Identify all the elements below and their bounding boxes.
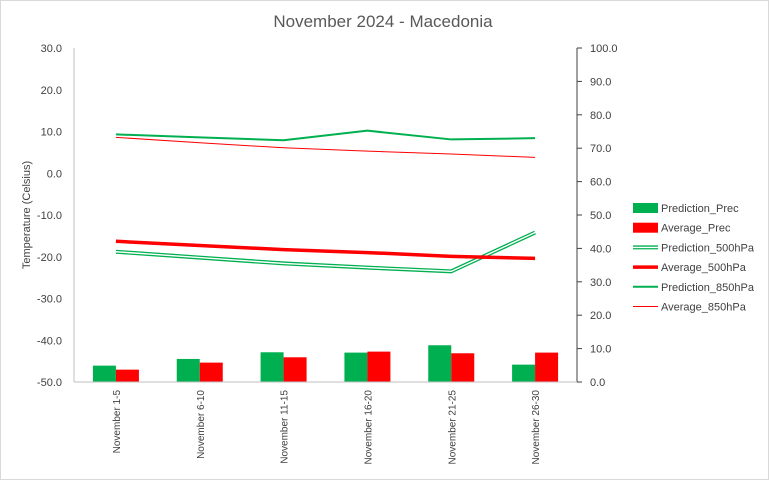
category-label: November 1-5 xyxy=(112,390,123,454)
series-line xyxy=(115,136,536,158)
y2-tick-label: 40.0 xyxy=(590,243,611,255)
category-label: November 26-30 xyxy=(531,390,542,465)
y2-tick-label: 0.0 xyxy=(590,377,605,389)
y-tick-label: 20.0 xyxy=(41,85,62,97)
y2-tick-label: 100.0 xyxy=(590,43,618,55)
bar xyxy=(92,365,116,382)
bar xyxy=(451,353,475,382)
bar xyxy=(367,351,391,382)
y-tick-label: -30.0 xyxy=(37,294,62,306)
y2-tick-label: 20.0 xyxy=(590,310,611,322)
y-tick-label: -20.0 xyxy=(37,252,62,264)
legend-label: Prediction_850hPa xyxy=(661,282,755,294)
y-tick-label: -40.0 xyxy=(37,335,62,347)
legend-label: Prediction_500hPa xyxy=(661,242,755,254)
y2-tick-label: 70.0 xyxy=(590,143,611,155)
legend-label: Prediction_Prec xyxy=(661,203,739,215)
y2-tick-label: 50.0 xyxy=(590,210,611,222)
y-tick-label: -50.0 xyxy=(37,377,62,389)
category-label: November 21-25 xyxy=(447,390,458,465)
series-line xyxy=(115,239,536,261)
bar xyxy=(512,364,536,382)
legend: Prediction_Prec Average_Prec Prediction_50… xyxy=(633,203,755,314)
bar xyxy=(428,345,452,382)
y2-tick-label: 30.0 xyxy=(590,277,611,289)
y-axis-ticks: -50.0 -40.0 -30.0 -20.0 -10.0 0.0 10.0 20.0 30.0 xyxy=(37,43,62,389)
bar xyxy=(115,369,139,382)
category-label: November 6-10 xyxy=(196,390,207,459)
y2-tick-label: 80.0 xyxy=(590,110,611,122)
y-tick-label: 30.0 xyxy=(41,43,62,55)
y-axis-title: Temperature (Celsius) xyxy=(21,161,33,269)
y2-tick-label: 10.0 xyxy=(590,344,611,356)
bar xyxy=(283,357,307,382)
bars xyxy=(92,345,559,382)
bar xyxy=(260,352,284,382)
legend-label: Average_500hPa xyxy=(661,262,747,274)
bar xyxy=(344,352,368,382)
series-line-inner xyxy=(115,231,536,273)
legend-label: Average_Prec xyxy=(661,223,731,235)
y-tick-label: 10.0 xyxy=(41,127,62,139)
chart-title: November 2024 - Macedonia xyxy=(273,12,493,31)
y-tick-label: -10.0 xyxy=(37,210,62,222)
bar xyxy=(199,362,223,382)
y-tick-label: 0.0 xyxy=(47,168,62,180)
legend-swatch xyxy=(633,222,658,233)
y2-axis-ticks: 0.0 10.0 20.0 30.0 40.0 50.0 60.0 70.0 80.0 90.0 1… xyxy=(577,43,618,389)
category-label: November 16-20 xyxy=(363,390,374,465)
legend-swatch xyxy=(633,203,658,213)
y2-tick-label: 90.0 xyxy=(590,76,611,88)
y2-tick-label: 60.0 xyxy=(590,177,611,189)
bar xyxy=(176,358,200,382)
lines xyxy=(115,129,536,274)
legend-label: Average_850hPa xyxy=(661,302,747,314)
series-line xyxy=(115,129,536,142)
category-label: November 11-15 xyxy=(280,390,291,464)
bar xyxy=(535,352,559,382)
category-labels: November 1-5 November 6-10 November 11-15 N… xyxy=(112,390,542,465)
